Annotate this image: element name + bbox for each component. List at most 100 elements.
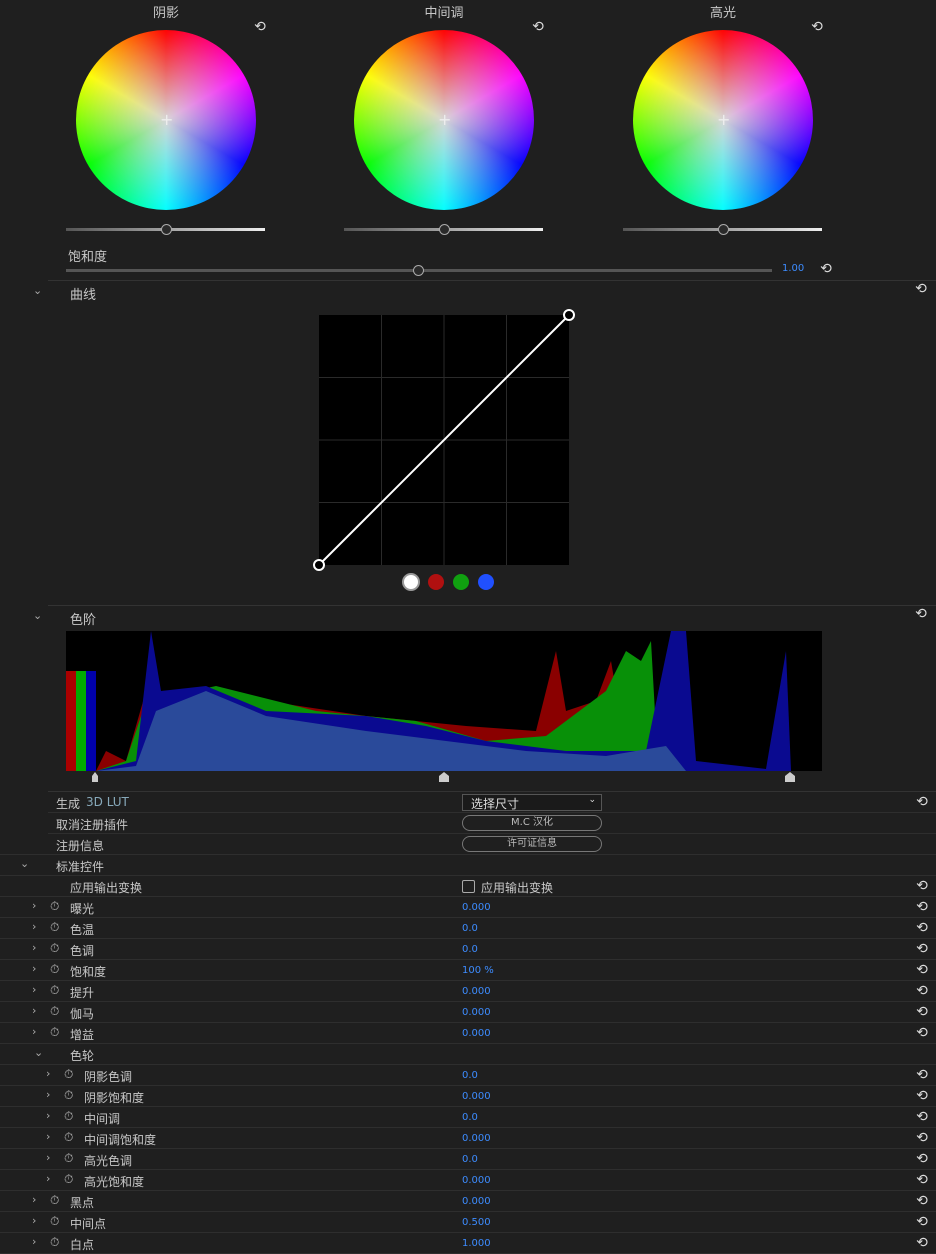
chevron-right-icon[interactable]: › [32,1214,37,1227]
license-info-button[interactable]: 许可证信息 [462,836,602,852]
reset-icon[interactable]: ⟲ [916,920,928,936]
lut-size-select[interactable]: 选择尺寸 ⌄ [462,794,602,811]
chevron-right-icon[interactable]: › [46,1130,51,1143]
stopwatch-icon[interactable]: ⏱ [50,941,60,955]
chevron-right-icon[interactable]: › [32,983,37,996]
chevron-right-icon[interactable]: › [32,941,37,954]
reset-icon[interactable]: ⟲ [916,1109,928,1125]
color-wheel[interactable]: + [76,30,256,210]
chevron-right-icon[interactable]: › [32,962,37,975]
black-point-handle[interactable] [92,772,98,782]
stopwatch-icon[interactable]: ⏱ [50,1214,60,1228]
crosshair-icon[interactable]: + [160,110,174,129]
wheel-luma-slider[interactable] [623,224,822,235]
white-point-handle[interactable] [785,772,795,782]
chevron-right-icon[interactable]: › [46,1109,51,1122]
crosshair-icon[interactable]: + [717,110,731,129]
chevron-down-icon[interactable]: ⌄ [33,609,43,622]
color-wheel[interactable]: + [633,30,813,210]
reset-icon[interactable]: ⟲ [916,1088,928,1104]
reset-icon[interactable]: ⟲ [915,281,927,297]
curve-channel-blue[interactable] [478,574,494,590]
param-value[interactable]: 0.000 [462,1175,491,1186]
stopwatch-icon[interactable]: ⏱ [50,962,60,976]
reset-icon[interactable]: ⟲ [811,19,823,35]
param-value[interactable]: 0.0 [462,944,478,955]
stopwatch-icon[interactable]: ⏱ [50,920,60,934]
stopwatch-icon[interactable]: ⏱ [64,1151,74,1165]
stopwatch-icon[interactable]: ⏱ [64,1088,74,1102]
reset-icon[interactable]: ⟲ [916,1235,928,1251]
stopwatch-icon[interactable]: ⏱ [50,1193,60,1207]
chevron-right-icon[interactable]: › [46,1088,51,1101]
stopwatch-icon[interactable]: ⏱ [64,1109,74,1123]
param-value[interactable]: 0.000 [462,986,491,997]
reset-icon[interactable]: ⟲ [916,983,928,999]
param-value[interactable]: 0.500 [462,1217,491,1228]
param-value[interactable]: 0.0 [462,1112,478,1123]
param-value[interactable]: 0.000 [462,902,491,913]
param-value[interactable]: 100 % [462,965,494,976]
saturation-slider[interactable] [66,265,772,276]
reset-icon[interactable]: ⟲ [254,19,266,35]
stopwatch-icon[interactable]: ⏱ [50,1025,60,1039]
reset-icon[interactable]: ⟲ [916,1067,928,1083]
reset-icon[interactable]: ⟲ [916,1214,928,1230]
wheel-luma-slider[interactable] [344,224,543,235]
mc-localize-button[interactable]: M.C 汉化 [462,815,602,831]
chevron-right-icon[interactable]: › [32,1004,37,1017]
saturation-knob[interactable] [413,265,424,276]
param-value[interactable]: 0.0 [462,1154,478,1165]
chevron-right-icon[interactable]: › [46,1067,51,1080]
chevron-down-icon[interactable]: ⌄ [34,1046,44,1059]
saturation-value[interactable]: 1.00 [782,263,805,274]
param-value[interactable]: 0.000 [462,1007,491,1018]
curves-graph[interactable] [312,308,576,572]
curve-channel-red[interactable] [428,574,444,590]
reset-icon[interactable]: ⟲ [820,261,832,277]
param-value[interactable]: 0.0 [462,923,478,934]
stopwatch-icon[interactable]: ⏱ [64,1067,74,1081]
slider-knob[interactable] [717,224,729,235]
gamma-handle[interactable] [439,772,449,782]
reset-icon[interactable]: ⟲ [916,962,928,978]
chevron-right-icon[interactable]: › [32,1025,37,1038]
stopwatch-icon[interactable]: ⏱ [50,1004,60,1018]
reset-icon[interactable]: ⟲ [916,1151,928,1167]
chevron-down-icon[interactable]: ⌄ [20,857,30,870]
wheel-luma-slider[interactable] [66,224,265,235]
param-value[interactable]: 0.000 [462,1133,491,1144]
chevron-right-icon[interactable]: › [46,1151,51,1164]
chevron-right-icon[interactable]: › [32,899,37,912]
chevron-right-icon[interactable]: › [32,1235,37,1248]
param-value[interactable]: 0.0 [462,1070,478,1081]
color-wheel[interactable]: + [354,30,534,210]
reset-icon[interactable]: ⟲ [916,1025,928,1041]
stopwatch-icon[interactable]: ⏱ [64,1172,74,1186]
reset-icon[interactable]: ⟲ [916,899,928,915]
stopwatch-icon[interactable]: ⏱ [50,983,60,997]
reset-icon[interactable]: ⟲ [916,794,928,810]
reset-icon[interactable]: ⟲ [916,1130,928,1146]
checkbox-label[interactable]: 应用输出变换 [481,881,554,895]
chevron-right-icon[interactable]: › [32,920,37,933]
stopwatch-icon[interactable]: ⏱ [50,1235,60,1249]
stopwatch-icon[interactable]: ⏱ [50,899,60,913]
slider-knob[interactable] [160,224,172,235]
reset-icon[interactable]: ⟲ [916,1004,928,1020]
slider-knob[interactable] [438,224,450,235]
curve-channel-green[interactable] [453,574,469,590]
param-value[interactable]: 1.000 [462,1238,491,1249]
crosshair-icon[interactable]: + [438,110,452,129]
param-value[interactable]: 0.000 [462,1196,491,1207]
reset-icon[interactable]: ⟲ [916,1193,928,1209]
chevron-right-icon[interactable]: › [46,1172,51,1185]
reset-icon[interactable]: ⟲ [915,606,927,622]
stopwatch-icon[interactable]: ⏱ [64,1130,74,1144]
chevron-right-icon[interactable]: › [32,1193,37,1206]
chevron-down-icon[interactable]: ⌄ [33,284,43,297]
output-checkbox[interactable] [462,880,475,893]
reset-icon[interactable]: ⟲ [916,1172,928,1188]
reset-icon[interactable]: ⟲ [916,941,928,957]
curve-channel-white[interactable] [402,573,420,591]
